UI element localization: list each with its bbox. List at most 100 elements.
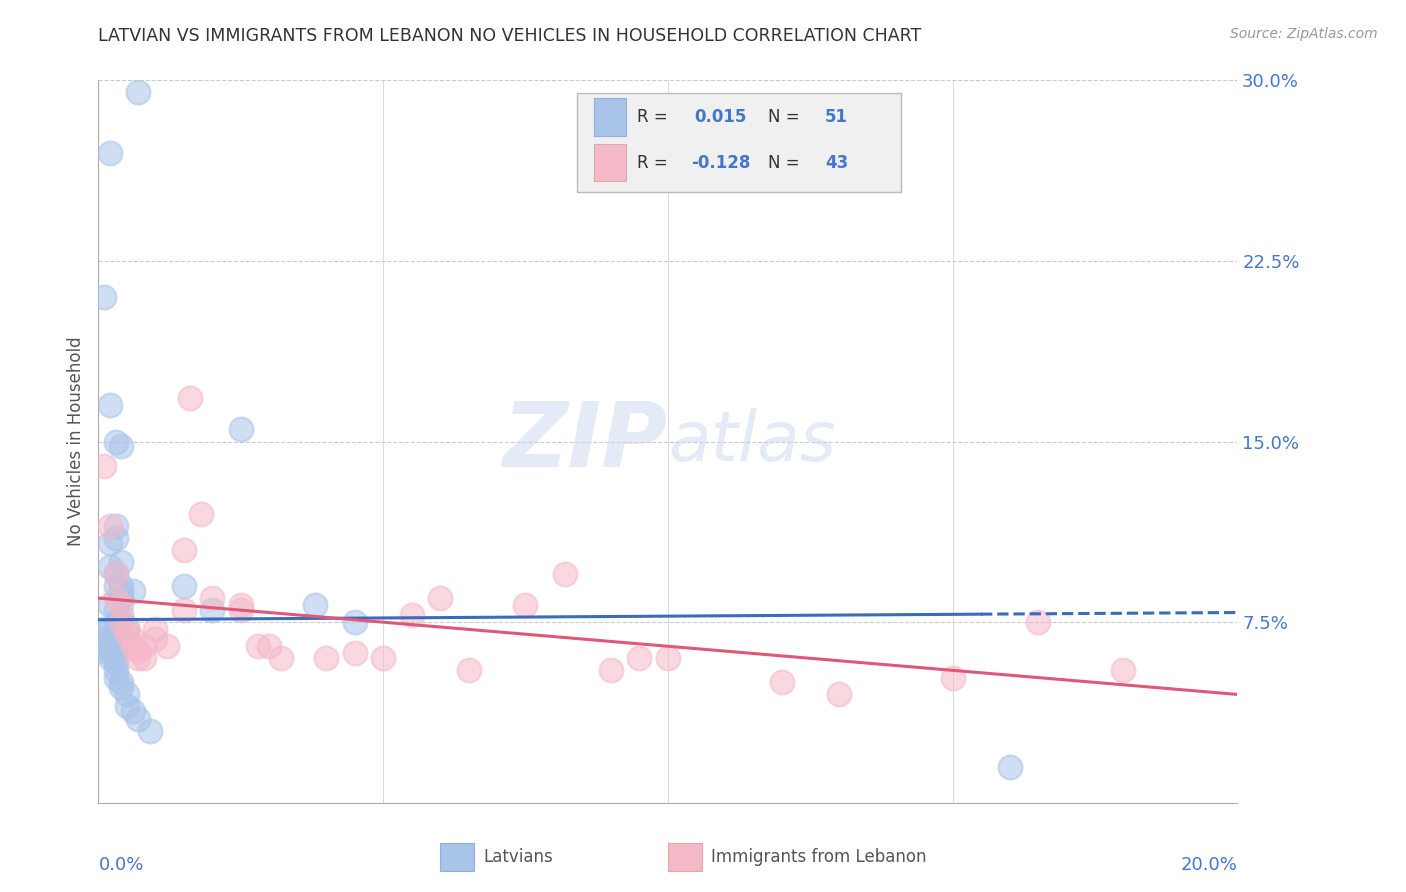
Point (104, 671, 127, 685)
Text: -0.128: -0.128 (690, 153, 749, 171)
Point (127, 644, 149, 658)
Point (132, 639, 155, 653)
Point (121, 583, 143, 598)
Point (98, 644, 121, 658)
Point (132, 651, 155, 665)
Point (98, 623, 121, 637)
Point (201, 603, 224, 617)
Point (304, 599, 326, 613)
Text: Latvians: Latvians (484, 848, 553, 866)
FancyBboxPatch shape (593, 98, 626, 136)
Point (93, 632, 115, 646)
Point (104, 567, 127, 582)
Point (401, 607, 423, 622)
Point (110, 615, 132, 630)
Point (110, 439, 132, 453)
Point (110, 591, 132, 605)
Text: Source: ZipAtlas.com: Source: ZipAtlas.com (1230, 27, 1378, 41)
Point (115, 687, 138, 701)
Point (110, 591, 132, 605)
Point (429, 591, 451, 605)
Point (127, 651, 149, 665)
FancyBboxPatch shape (576, 93, 901, 193)
Point (98, 599, 121, 613)
Text: 20.0%: 20.0% (1181, 855, 1237, 874)
Point (115, 627, 138, 641)
Point (942, 671, 965, 685)
Point (127, 85, 149, 99)
Y-axis label: No Vehicles in Household: No Vehicles in Household (66, 336, 84, 547)
Text: R =: R = (637, 108, 668, 126)
Point (104, 531, 127, 545)
Point (229, 599, 252, 613)
Text: ZIP: ZIP (502, 398, 668, 485)
Point (93, 458, 115, 473)
Point (201, 591, 224, 605)
Point (98, 651, 121, 665)
Text: 0.015: 0.015 (695, 108, 747, 126)
Point (93, 639, 115, 653)
Point (121, 639, 143, 653)
Point (115, 620, 138, 634)
Point (121, 704, 143, 718)
Text: LATVIAN VS IMMIGRANTS FROM LEBANON NO VEHICLES IN HOUSEHOLD CORRELATION CHART: LATVIAN VS IMMIGRANTS FROM LEBANON NO VE… (98, 27, 922, 45)
Point (110, 579, 132, 593)
Point (315, 651, 337, 665)
Point (104, 591, 127, 605)
Point (127, 712, 149, 726)
FancyBboxPatch shape (440, 843, 474, 871)
FancyBboxPatch shape (668, 843, 702, 871)
Text: 51: 51 (825, 108, 848, 126)
Text: R =: R = (637, 153, 668, 171)
Point (343, 615, 366, 630)
Point (229, 422, 252, 436)
Point (98, 518, 121, 533)
Point (145, 623, 167, 637)
Point (145, 632, 167, 646)
Point (270, 651, 292, 665)
Point (110, 632, 132, 646)
Point (93, 290, 115, 304)
Point (373, 651, 395, 665)
Point (628, 651, 651, 665)
Point (179, 391, 201, 405)
Point (770, 675, 793, 690)
Point (104, 615, 127, 630)
Text: atlas: atlas (668, 408, 835, 475)
Point (343, 647, 366, 661)
Point (998, 760, 1021, 774)
Point (98, 398, 121, 412)
Point (104, 518, 127, 533)
Point (110, 607, 132, 622)
Point (110, 599, 132, 613)
Point (104, 434, 127, 449)
Point (104, 603, 127, 617)
Point (110, 639, 132, 653)
Point (93, 644, 115, 658)
Text: N =: N = (768, 153, 800, 171)
Point (104, 651, 127, 665)
Point (515, 599, 537, 613)
Point (93, 623, 115, 637)
Point (104, 656, 127, 670)
Point (110, 615, 132, 630)
Point (110, 680, 132, 694)
Point (156, 639, 179, 653)
Point (600, 664, 623, 678)
Text: 0.0%: 0.0% (98, 855, 143, 874)
Text: N =: N = (768, 108, 800, 126)
Point (173, 579, 195, 593)
Point (104, 579, 127, 593)
Point (104, 627, 127, 641)
Point (1112, 664, 1135, 678)
Point (190, 507, 212, 521)
Point (110, 555, 132, 569)
Point (138, 723, 160, 738)
Point (554, 567, 576, 582)
Text: 43: 43 (825, 153, 848, 171)
Point (457, 664, 479, 678)
Point (104, 664, 127, 678)
Point (121, 632, 143, 646)
Point (259, 639, 281, 653)
Point (657, 651, 679, 665)
